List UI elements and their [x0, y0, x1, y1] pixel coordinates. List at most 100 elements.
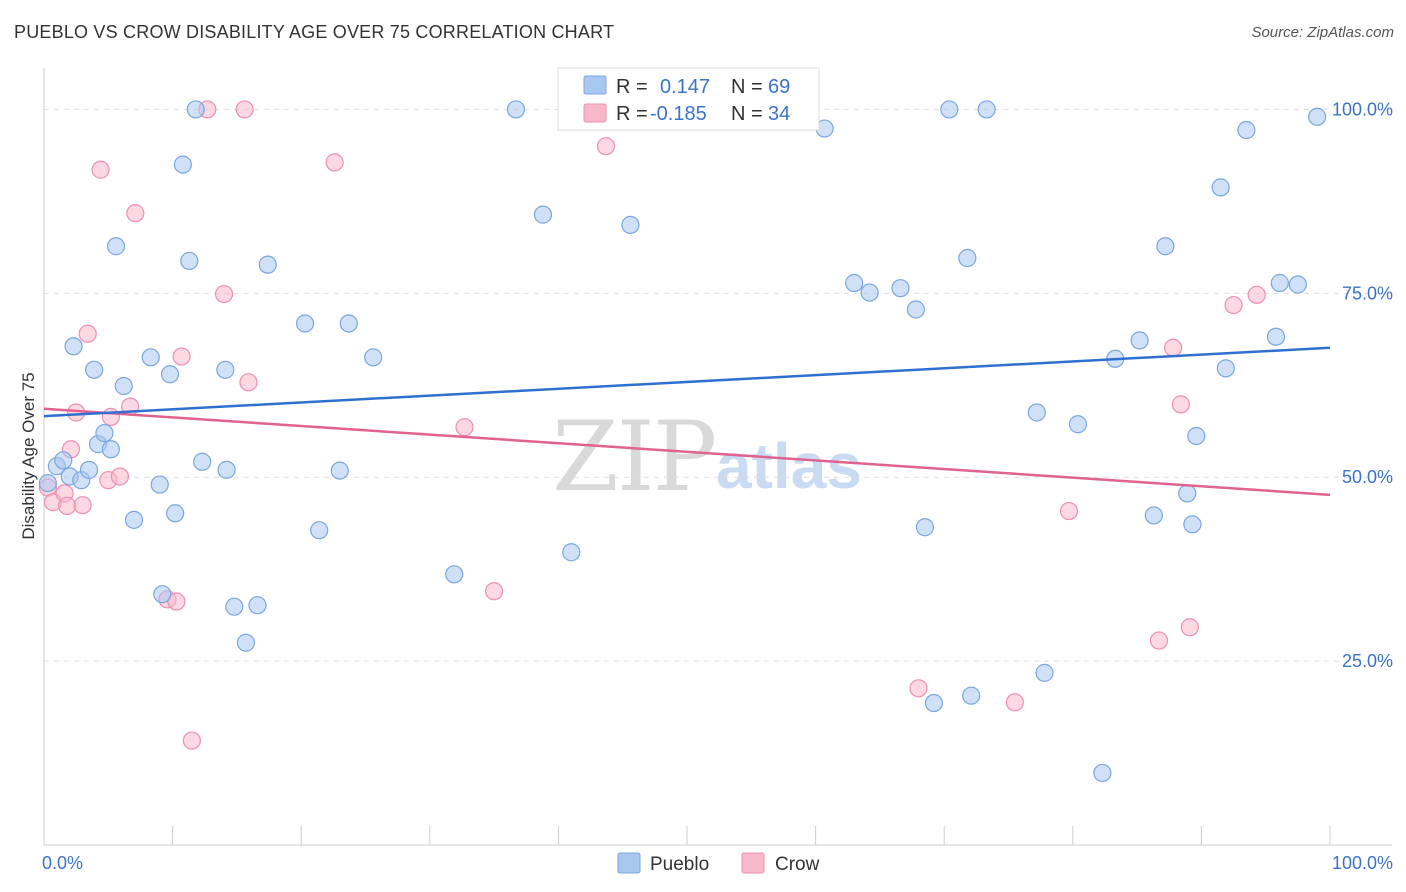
pueblo-point-42: [860, 283, 879, 302]
pueblo-n-value: 69: [768, 76, 790, 98]
pueblo-point-21: [186, 100, 205, 119]
pueblo-point-19: [173, 155, 192, 174]
crow-point-26: [909, 679, 928, 698]
gridlines: [44, 108, 1392, 662]
pueblo-point-18: [166, 504, 185, 523]
pueblo-point-46: [924, 693, 944, 713]
legend-crow-label: Crow: [775, 854, 820, 875]
crow-point-6: [73, 496, 92, 515]
stats-legend: R = 0.147 N = 69 R = -0.185 N = 34: [557, 67, 820, 131]
pueblo-point-4: [64, 337, 83, 356]
legend-pueblo-swatch: [617, 852, 641, 874]
pueblo-point-20: [180, 251, 199, 271]
crow-point-13: [126, 204, 145, 223]
pueblo-point-54: [1093, 763, 1112, 783]
pueblo-point-33: [364, 348, 383, 367]
pueblo-point-24: [217, 460, 236, 479]
crow-point-24: [485, 582, 504, 601]
pueblo-trend-line: [43, 346, 1331, 418]
bottom-legend: Pueblo Crow: [617, 852, 820, 875]
pueblo-point-68: [1308, 107, 1327, 126]
pueblo-point-62: [1211, 178, 1230, 197]
pueblo-point-37: [562, 543, 581, 562]
x-axis-ticks: [172, 826, 1331, 845]
source-label: Source: ZipAtlas.com: [1251, 24, 1394, 41]
pueblo-point-31: [330, 461, 349, 480]
pueblo-point-67: [1288, 275, 1307, 294]
pueblo-point-25: [225, 597, 244, 616]
crow-n-value: 34: [768, 103, 790, 125]
pueblo-point-30: [310, 521, 329, 540]
pueblo-n-label: N =: [731, 76, 763, 98]
x-tick-label-min: 0.0%: [42, 853, 83, 873]
pueblo-point-41: [845, 273, 864, 293]
pueblo-point-11: [106, 237, 126, 256]
pueblo-r-value: 0.147: [660, 76, 710, 98]
crow-point-17: [182, 731, 201, 750]
pueblo-point-15: [150, 475, 169, 494]
pueblo-point-53: [1068, 415, 1088, 434]
pueblo-point-57: [1144, 506, 1163, 525]
crow-point-21: [239, 373, 258, 392]
pueblo-swatch: [583, 75, 607, 95]
pueblo-point-63: [1216, 359, 1235, 378]
y-tick-label-50: 50.0%: [1342, 467, 1393, 487]
crow-point-11: [110, 467, 129, 486]
pueblo-point-52: [1035, 663, 1054, 682]
pueblo-point-28: [258, 255, 277, 274]
watermark: ZIP atlas: [552, 401, 862, 513]
crow-r-label: R =: [616, 103, 648, 125]
crow-point-8: [91, 160, 110, 179]
crow-trend-line: [43, 407, 1331, 497]
pueblo-point-44: [906, 300, 926, 319]
crow-r-value: -0.185: [650, 103, 707, 125]
pueblo-point-58: [1156, 237, 1175, 256]
pueblo-point-66: [1270, 273, 1289, 293]
pueblo-point-0: [38, 473, 57, 493]
pueblo-point-2: [54, 451, 73, 470]
pueblo-point-7: [85, 360, 104, 379]
chart-title: PUEBLO VS CROW DISABILITY AGE OVER 75 CO…: [14, 22, 615, 42]
legend-crow-swatch: [741, 852, 765, 874]
legend-pueblo-label: Pueblo: [650, 854, 709, 875]
pueblo-point-56: [1130, 331, 1149, 350]
crow-point-20: [235, 100, 254, 119]
crow-point-22: [325, 153, 344, 172]
pueblo-point-12: [114, 376, 133, 396]
pueblo-point-23: [216, 360, 235, 379]
pueblo-point-65: [1266, 327, 1286, 346]
crow-point-10: [101, 407, 120, 426]
pueblo-point-6: [79, 460, 99, 479]
pueblo-point-59: [1178, 484, 1197, 503]
crow-swatch: [583, 103, 607, 123]
crow-point-7: [78, 324, 97, 343]
pueblo-point-13: [124, 510, 144, 529]
y-tick-labels: 25.0% 50.0% 75.0% 100.0%: [1332, 99, 1393, 671]
pueblo-point-9: [95, 423, 114, 443]
crow-point-29: [1149, 631, 1169, 650]
crow-point-27: [1005, 693, 1025, 712]
crow-point-16: [172, 347, 191, 366]
pueblo-point-61: [1187, 426, 1206, 446]
y-tick-label-75: 75.0%: [1342, 283, 1393, 303]
crow-point-31: [1171, 395, 1190, 414]
pueblo-point-22: [193, 452, 212, 471]
pueblo-point-16: [153, 585, 172, 604]
pueblo-point-64: [1237, 120, 1256, 140]
pueblo-point-38: [621, 215, 640, 235]
crow-point-32: [1180, 618, 1199, 637]
pueblo-point-48: [958, 248, 977, 268]
pueblo-point-34: [445, 565, 464, 584]
y-tick-label-25: 25.0%: [1342, 651, 1393, 671]
pueblo-point-14: [141, 348, 160, 367]
crow-point-33: [1224, 295, 1243, 315]
crow-point-30: [1164, 338, 1183, 357]
y-tick-label-100: 100.0%: [1332, 99, 1393, 119]
pueblo-point-29: [295, 314, 315, 333]
pueblo-r-label: R =: [616, 76, 648, 98]
x-tick-label-max: 100.0%: [1332, 853, 1393, 873]
watermark-zip: ZIP: [552, 401, 715, 513]
crow-point-28: [1059, 501, 1079, 521]
pueblo-points: [38, 100, 1327, 783]
